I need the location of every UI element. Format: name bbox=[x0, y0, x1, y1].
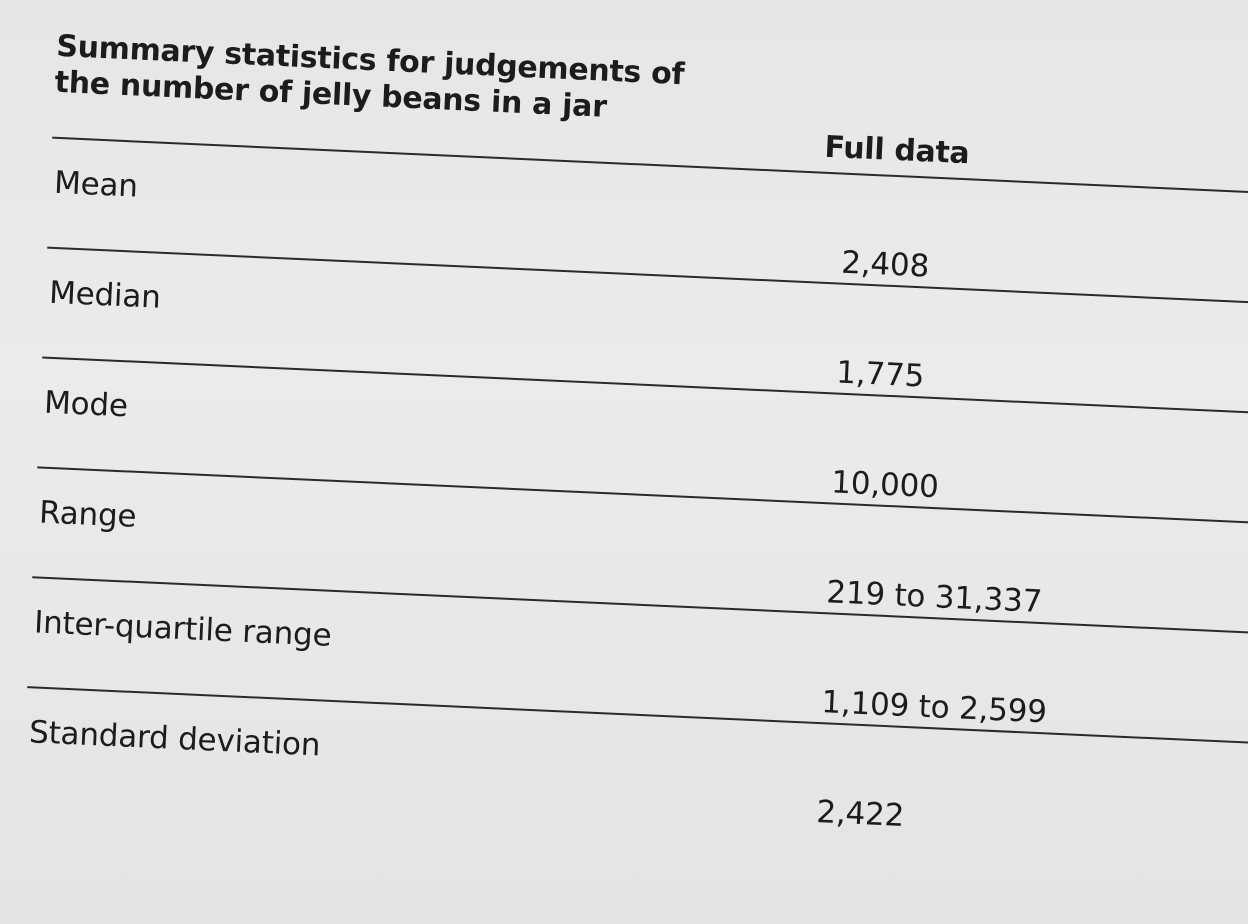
row-label-range: Range bbox=[38, 494, 138, 535]
column-header-full-data: Full data bbox=[823, 129, 971, 172]
table-rule bbox=[47, 246, 1248, 305]
row-label-median: Median bbox=[48, 274, 162, 316]
table-caption: Summary statistics for judgements of the… bbox=[53, 28, 685, 125]
row-label-mode: Mode bbox=[43, 384, 129, 425]
summary-table: Summary statistics for judgements of the… bbox=[3, 10, 1248, 885]
row-label-mean: Mean bbox=[53, 164, 139, 205]
table-rule bbox=[42, 356, 1248, 415]
row-value-median: 1,775 bbox=[835, 354, 925, 395]
row-label-iqr: Inter-quartile range bbox=[33, 604, 333, 654]
row-value-std-dev: 2,422 bbox=[815, 794, 905, 835]
table-rule bbox=[52, 136, 1248, 195]
row-value-mode: 10,000 bbox=[830, 464, 940, 506]
row-label-std-dev: Standard deviation bbox=[28, 714, 322, 764]
table-rule bbox=[37, 466, 1248, 525]
row-value-mean: 2,408 bbox=[840, 244, 930, 285]
